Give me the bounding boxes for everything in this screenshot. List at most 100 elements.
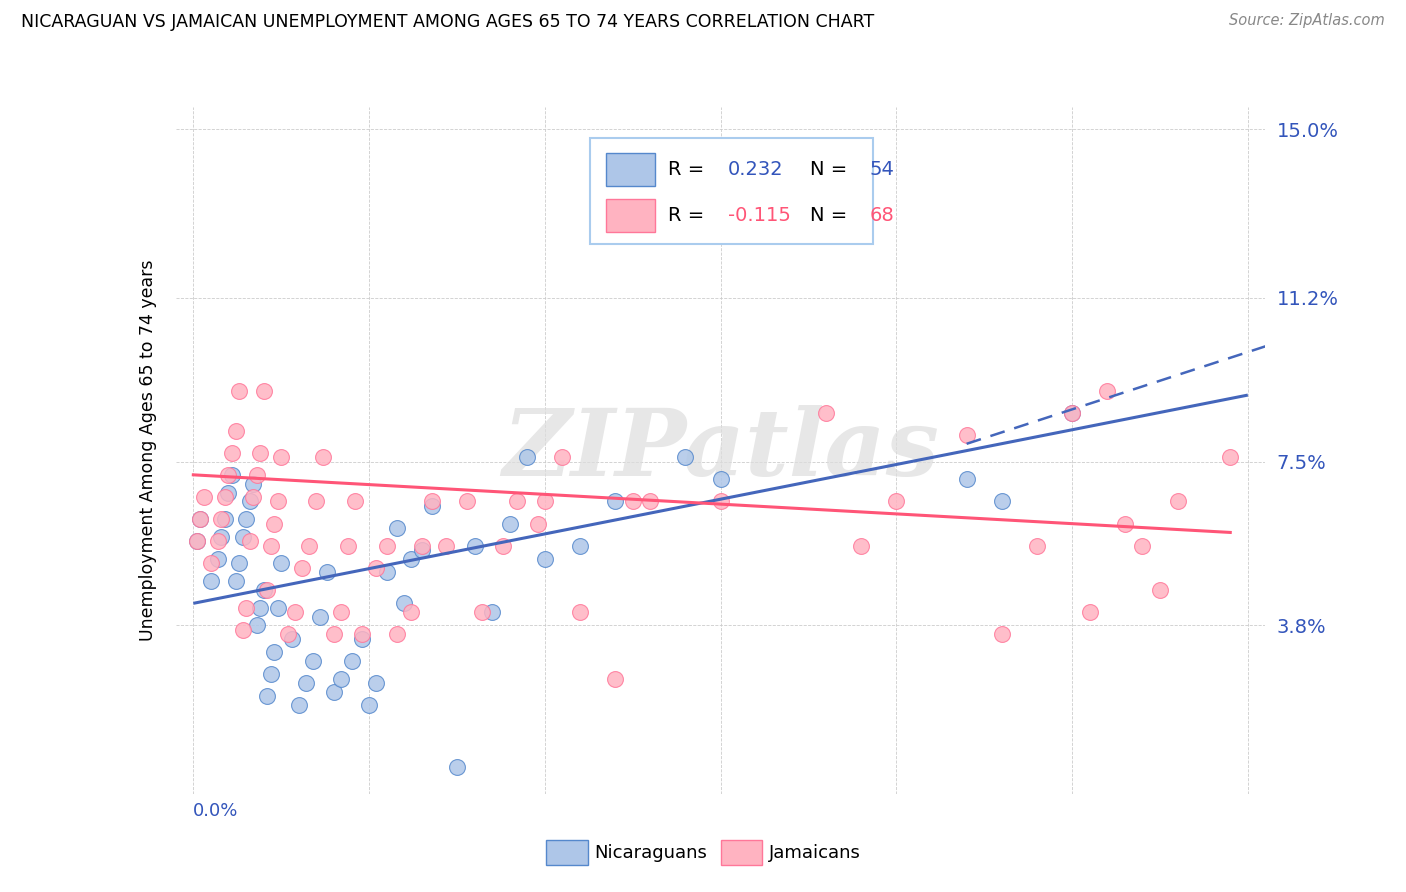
Point <box>249 600 271 615</box>
Point <box>256 690 278 704</box>
Point <box>316 566 339 580</box>
Text: Jamaicans: Jamaicans <box>769 844 860 862</box>
Point <box>188 512 212 526</box>
Point <box>422 494 444 508</box>
Point <box>366 676 388 690</box>
Text: -0.115: -0.115 <box>728 206 792 225</box>
Point <box>551 450 574 464</box>
Point <box>1097 384 1119 398</box>
Point <box>727 162 749 177</box>
Point <box>1132 539 1154 553</box>
Point <box>218 467 240 482</box>
Point <box>394 596 416 610</box>
Point <box>675 450 697 464</box>
Point <box>211 530 233 544</box>
Point <box>330 605 353 619</box>
Text: N =: N = <box>810 160 853 179</box>
Point <box>411 539 433 553</box>
Text: 68: 68 <box>870 206 894 225</box>
Point <box>375 539 398 553</box>
Point <box>193 490 215 504</box>
Point <box>710 472 733 486</box>
Point <box>218 485 240 500</box>
Point <box>253 384 276 398</box>
Point <box>605 494 627 508</box>
Point <box>401 552 423 566</box>
Point <box>186 534 208 549</box>
Point <box>464 539 486 553</box>
Point <box>309 609 332 624</box>
Point <box>228 384 250 398</box>
Point <box>527 516 550 531</box>
Point <box>385 627 409 641</box>
Point <box>249 445 271 459</box>
Point <box>260 539 283 553</box>
Point <box>710 494 733 508</box>
Point <box>401 605 423 619</box>
Point <box>207 534 229 549</box>
FancyBboxPatch shape <box>591 138 873 244</box>
Point <box>1062 406 1084 420</box>
FancyBboxPatch shape <box>721 840 762 864</box>
Point <box>1078 605 1101 619</box>
Point <box>886 494 908 508</box>
Y-axis label: Unemployment Among Ages 65 to 74 years: Unemployment Among Ages 65 to 74 years <box>139 260 157 641</box>
Point <box>605 672 627 686</box>
Point <box>352 627 374 641</box>
Point <box>344 494 367 508</box>
Point <box>534 552 557 566</box>
Point <box>640 494 662 508</box>
Point <box>295 676 318 690</box>
Point <box>506 494 529 508</box>
Text: Nicaraguans: Nicaraguans <box>595 844 707 862</box>
Point <box>499 516 522 531</box>
Point <box>621 494 644 508</box>
Point <box>231 623 254 637</box>
Point <box>200 557 222 571</box>
Point <box>188 512 212 526</box>
Point <box>330 672 353 686</box>
Point <box>214 490 236 504</box>
Point <box>239 534 262 549</box>
Text: NICARAGUAN VS JAMAICAN UNEMPLOYMENT AMONG AGES 65 TO 74 YEARS CORRELATION CHART: NICARAGUAN VS JAMAICAN UNEMPLOYMENT AMON… <box>21 13 875 31</box>
Point <box>481 605 503 619</box>
Point <box>267 494 290 508</box>
Point <box>422 499 444 513</box>
Text: R =: R = <box>668 160 711 179</box>
Point <box>284 605 307 619</box>
Point <box>298 539 321 553</box>
Point <box>323 685 346 699</box>
Point <box>1167 494 1189 508</box>
Point <box>200 574 222 589</box>
Point <box>235 600 257 615</box>
Text: 0.232: 0.232 <box>728 160 783 179</box>
Point <box>780 206 803 220</box>
Point <box>288 698 311 713</box>
Point <box>225 574 247 589</box>
Point <box>534 494 557 508</box>
Point <box>1149 582 1171 597</box>
Point <box>267 600 290 615</box>
Text: R =: R = <box>668 206 711 225</box>
Point <box>456 494 478 508</box>
FancyBboxPatch shape <box>606 153 655 186</box>
Point <box>291 561 314 575</box>
Point <box>228 557 250 571</box>
FancyBboxPatch shape <box>606 199 655 232</box>
Point <box>516 450 538 464</box>
Point <box>253 582 276 597</box>
Point <box>446 760 468 774</box>
Point <box>352 632 374 646</box>
Point <box>270 450 292 464</box>
Point <box>246 618 269 632</box>
Point <box>991 494 1014 508</box>
Point <box>815 406 838 420</box>
Point <box>1114 516 1136 531</box>
Point <box>260 667 283 681</box>
Point <box>242 476 264 491</box>
Point <box>221 445 243 459</box>
FancyBboxPatch shape <box>546 840 588 864</box>
Text: ZIPatlas: ZIPatlas <box>502 406 939 495</box>
Point <box>492 539 515 553</box>
Point <box>221 467 243 482</box>
